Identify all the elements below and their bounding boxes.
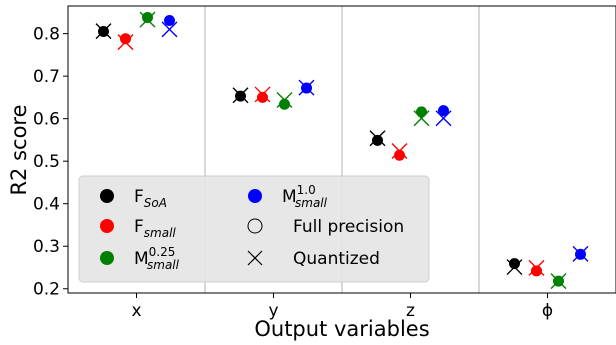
quantized-point [117,34,134,51]
full-precision-point [509,258,520,270]
y-axis-title: R2 score [7,104,31,195]
full-precision-point [438,105,449,117]
y-tick-label: 0.3 [33,237,60,257]
quantized-point [528,259,545,276]
full-precision-point [120,33,131,45]
legend: FSoA Fsmall M0.25 small M1.0 small Full precis… [78,175,430,283]
full-precision-marker-icon [247,218,263,234]
y-tick-label: 0.4 [33,195,60,215]
x-tick-label: z [406,301,415,321]
axes: 0.2 0.3 0.4 0.5 0.6 0.7 0.8 x y z ϕ [33,5,616,321]
plot-frame [67,5,616,294]
quantized-point [369,130,386,147]
full-precision-point [279,98,290,110]
legend-marker [100,189,114,203]
full-precision-point [142,11,153,23]
quantized-point [139,11,156,28]
y-tick-label: 0.6 [33,110,60,130]
full-precision-point [531,265,542,277]
y-tick-label: 0.7 [33,67,60,87]
x-tick-label: x [131,301,141,321]
legend-marker [100,251,114,265]
quantized-point [298,79,315,96]
y-tick-label: 0.8 [33,25,60,45]
full-precision-point [164,14,175,26]
x-tick-label: ϕ [542,301,553,321]
legend-entry-label: Fsmall [134,217,176,240]
quantized-point [161,21,178,38]
quantized-point [506,259,523,276]
quantized-marker-icon [247,250,263,266]
quantized-point [254,86,271,103]
quantized-point [95,23,112,40]
legend-marker-label: Full precision [293,217,404,237]
legend-marker [100,219,114,233]
legend-entry-label: FSoA [134,187,167,210]
quantized-point [550,273,567,290]
data-marks [95,11,589,290]
y-tick-label: 0.2 [33,280,60,300]
full-precision-point [257,91,268,103]
x-axis-title: Output variables [254,317,429,341]
full-precision-point [416,106,427,118]
x-tick-label: y [268,301,278,321]
quantized-point [435,110,452,127]
full-precision-point [372,134,383,146]
full-precision-point [394,149,405,161]
quantized-point [413,110,430,127]
legend-entry-label: M0.25 small [134,245,180,272]
y-tick-label: 0.5 [33,152,60,172]
quantized-point [276,91,293,108]
legend-box [78,175,430,283]
quantized-point [572,245,589,262]
legend-marker [248,189,262,203]
quantized-point [232,87,249,104]
legend-entry-label: M1.0 small [282,183,328,210]
quantized-point [391,142,408,159]
legend-marker-label: Quantized [293,249,380,269]
